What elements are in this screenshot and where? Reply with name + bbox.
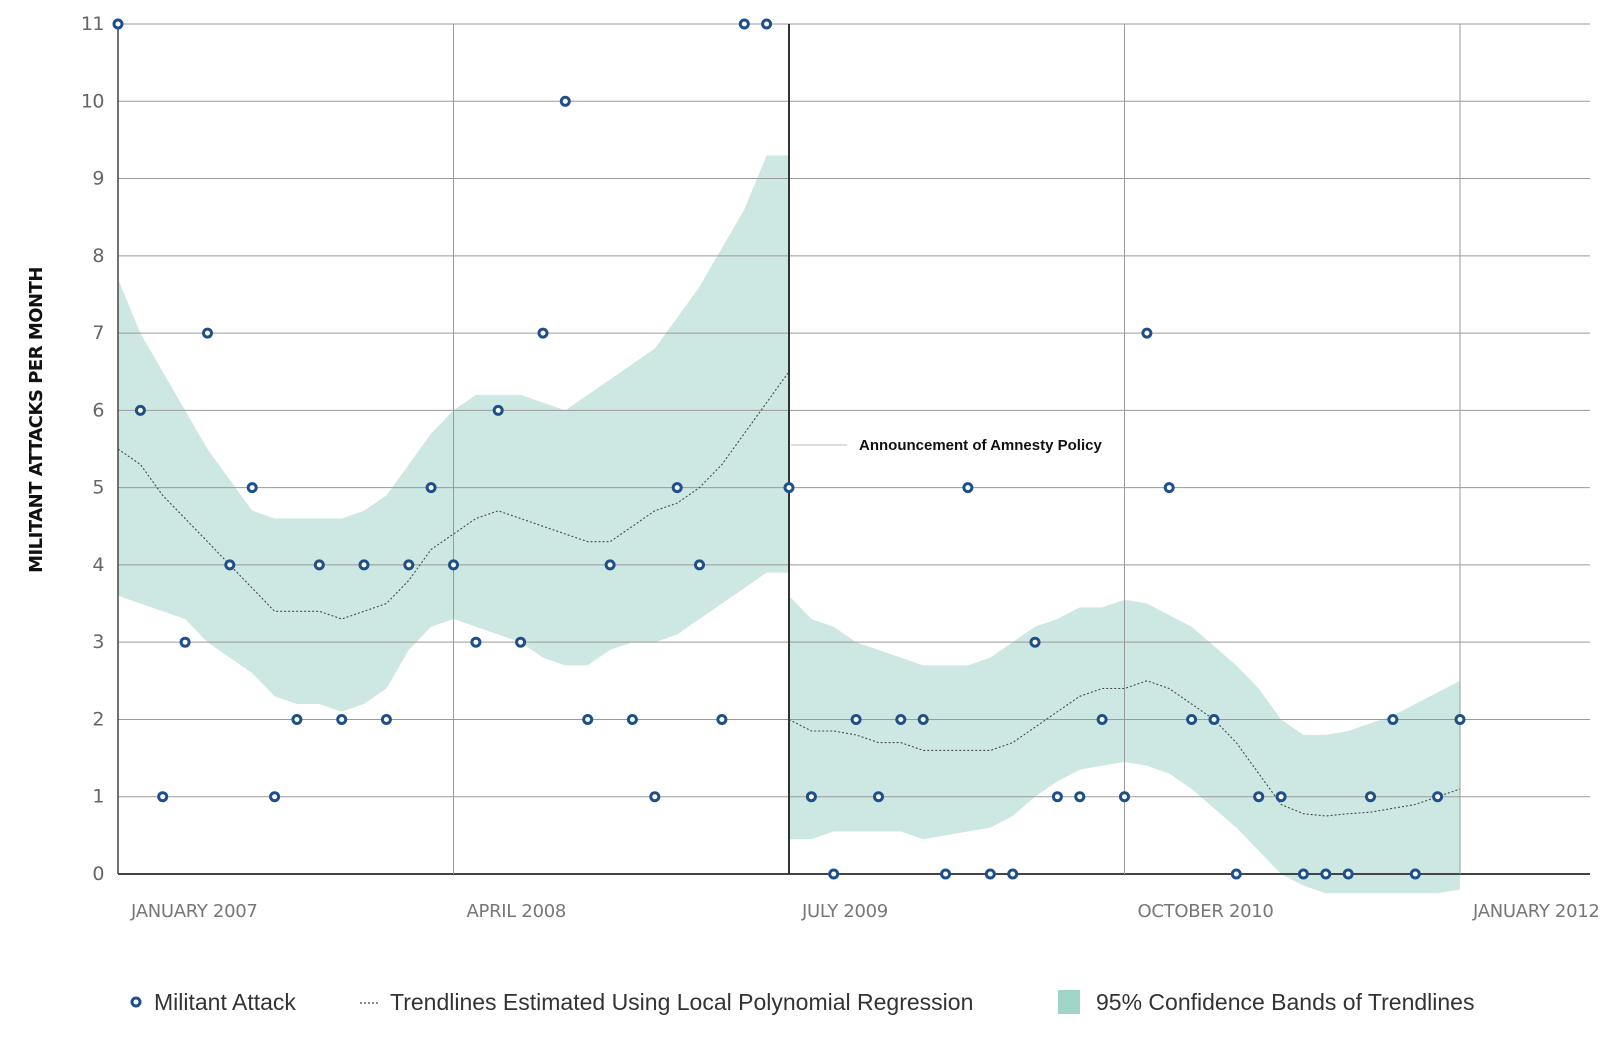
data-point [873,791,884,803]
data-point [828,868,840,880]
data-points [112,18,1466,880]
y-tick-label: 0 [92,863,104,885]
data-point [313,559,325,571]
data-point [962,482,974,494]
legend-point-marker [130,996,142,1008]
data-point [1454,714,1466,725]
legend-item-trendlines: Trendlines Estimated Using Local Polynom… [360,989,973,1015]
legend-label-militant-attack: Militant Attack [154,989,296,1015]
data-point [984,868,996,880]
y-tick-label: 2 [92,708,104,730]
data-point [559,95,571,107]
x-tick-label: JANUARY 2012 [1472,901,1600,922]
data-point [1342,868,1354,880]
data-point [515,636,527,648]
data-point [1432,791,1444,803]
data-point [470,636,482,648]
data-point [783,482,795,494]
data-point [716,714,728,725]
data-point [1208,714,1220,725]
x-tick-label: JULY 2009 [801,901,888,922]
x-tick-label: OCTOBER 2010 [1138,901,1274,922]
data-point [1051,791,1063,803]
data-point [425,482,437,494]
data-point [1141,327,1153,339]
y-tick-label: 10 [81,90,104,112]
x-tick-label: JANUARY 2007 [130,901,258,922]
data-point [380,714,392,725]
legend-band-swatch [1058,990,1080,1014]
y-tick-label: 8 [92,245,104,267]
data-point [1007,868,1019,880]
data-point [202,327,213,339]
data-point [537,327,549,339]
data-point [224,559,236,571]
data-point [582,714,594,725]
data-point [671,482,683,494]
annotation-label: Announcement of Amnesty Policy [859,437,1102,454]
data-point [112,18,124,30]
data-point [761,18,773,30]
data-point [246,482,258,494]
y-tick-label: 6 [92,399,104,421]
data-point [1365,791,1376,803]
data-point [448,559,459,571]
legend: Militant Attack Trendlines Estimated Usi… [130,989,1474,1015]
data-point [1029,636,1041,648]
y-axis-label: MILITANT ATTACKS PER MONTH [26,267,47,573]
data-point [1096,714,1108,725]
data-point [1387,714,1399,725]
data-point [403,559,415,571]
data-point [1253,791,1265,803]
data-point [850,714,862,725]
data-point [626,714,638,725]
data-point [738,18,750,30]
data-point [694,559,705,571]
data-point [895,714,907,725]
data-point [134,404,146,416]
data-point [1163,482,1175,494]
data-point [1186,714,1198,725]
data-point [1320,868,1332,880]
data-point [358,559,370,571]
data-point [604,559,616,571]
y-tick-label: 1 [92,786,104,808]
y-tick-label: 9 [92,168,104,190]
data-point [492,404,504,416]
data-point [157,791,169,803]
legend-label-trendlines: Trendlines Estimated Using Local Polynom… [390,989,973,1015]
x-tick-labels: JANUARY 2007 APRIL 2008 JULY 2009 OCTOBER 2… [130,901,1600,922]
y-tick-label: 7 [92,322,104,344]
data-point [1275,791,1287,803]
y-tick-labels: 0 1 2 3 4 5 6 7 8 9 10 11 [81,13,105,885]
legend-label-confidence-bands: 95% Confidence Bands of Trendlines [1096,989,1474,1015]
data-point [291,714,303,725]
legend-item-militant-attack: Militant Attack [130,989,296,1015]
y-tick-label: 3 [92,631,104,653]
data-point [940,868,952,880]
data-point [1297,868,1309,880]
y-tick-label: 5 [92,477,104,499]
data-point [917,714,929,725]
data-point [1409,868,1421,880]
y-tick-label: 4 [92,554,104,576]
annotation: Announcement of Amnesty Policy [791,437,1102,454]
trendline-segment-2 [788,680,1461,817]
data-point [1230,868,1242,880]
data-point [1119,791,1130,803]
legend-item-confidence-bands: 95% Confidence Bands of Trendlines [1058,989,1474,1015]
data-point [336,714,348,725]
data-point [269,791,281,803]
data-point [649,791,661,803]
data-point [179,636,191,648]
data-point [1074,791,1086,803]
x-tick-label: APRIL 2008 [467,901,567,922]
y-tick-label: 11 [81,13,104,35]
data-point [805,791,817,803]
grid [117,23,1590,875]
